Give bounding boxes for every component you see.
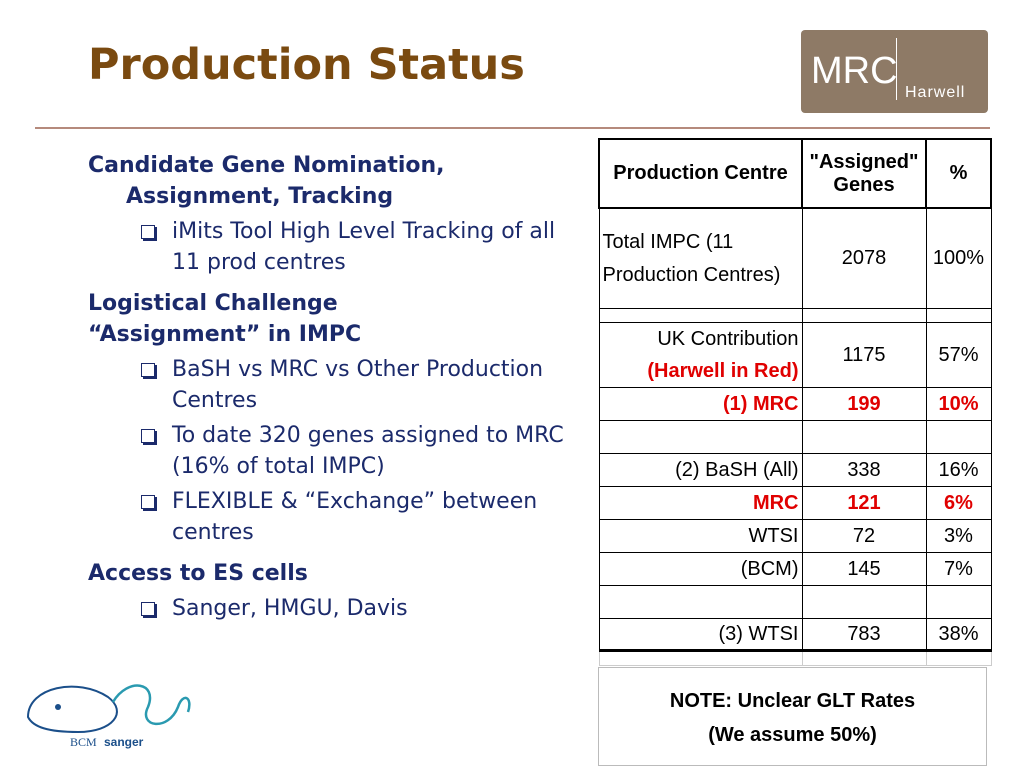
cell: 16%: [925, 453, 992, 487]
cell: 338: [801, 453, 927, 487]
cell: (2) BaSH (All): [598, 453, 803, 487]
cell: MRC: [598, 486, 803, 520]
cell-note: (Harwell in Red): [647, 360, 799, 382]
spacer-row: [598, 420, 992, 454]
cell: (1) MRC: [598, 387, 803, 421]
cell: 3%: [925, 519, 992, 553]
cell: (BCM): [598, 552, 803, 586]
cell: 145: [801, 552, 927, 586]
section: Logistical Challenge: [88, 288, 568, 319]
logo-mark: MRC: [811, 50, 898, 92]
partner: sanger: [104, 735, 144, 749]
slide-title: Production Status: [88, 40, 525, 90]
logo-bar: [896, 38, 897, 100]
row: MRC 121 6%: [598, 486, 992, 520]
note-line: NOTE: Unclear GLT Rates: [669, 690, 916, 712]
row: Total IMPC (11 Production Centres) 2078 …: [598, 207, 992, 309]
section-heading: Candidate Gene Nomination, Assignment, T…: [88, 153, 445, 209]
section: Access to ES cells Sanger, HMGU, Davis: [88, 558, 568, 624]
bullet: iMits Tool High Level Tracking of all 11…: [138, 216, 568, 278]
section-heading: Logistical Challenge: [88, 291, 338, 316]
cell: 57%: [925, 322, 992, 388]
cell: 121: [801, 486, 927, 520]
row: (1) MRC 199 10%: [598, 387, 992, 421]
bullet-list: Candidate Gene Nomination, Assignment, T…: [88, 150, 568, 634]
logo-site: Harwell: [905, 84, 966, 101]
cell: 199: [801, 387, 927, 421]
cell: 6%: [925, 486, 992, 520]
header-cell: "Assigned" Genes: [801, 138, 927, 209]
section: Candidate Gene Nomination, Assignment, T…: [88, 150, 568, 278]
note-box: NOTE: Unclear GLT Rates (We assume 50%): [598, 667, 987, 766]
cell: UK Contribution (Harwell in Red): [598, 322, 803, 388]
cell: 783: [801, 618, 927, 651]
cell: 72: [801, 519, 927, 553]
production-table: Production Centre "Assigned" Genes % Tot…: [598, 138, 992, 666]
cell: 7%: [925, 552, 992, 586]
section: “Assignment” in IMPC BaSH vs MRC vs Other…: [88, 319, 568, 548]
cell: 10%: [925, 387, 992, 421]
cell: 100%: [925, 207, 992, 309]
header-row: Production Centre "Assigned" Genes %: [598, 138, 992, 209]
header-cell: %: [925, 138, 992, 209]
row: WTSI 72 3%: [598, 519, 992, 553]
row: (BCM) 145 7%: [598, 552, 992, 586]
cell: Total IMPC (11 Production Centres): [598, 207, 803, 309]
cell: WTSI: [598, 519, 803, 553]
cell: 38%: [925, 618, 992, 651]
cell-text: UK Contribution: [657, 328, 799, 350]
row: (3) WTSI 783 38%: [598, 618, 992, 651]
bullet: BaSH vs MRC vs Other Production Centres: [138, 354, 568, 416]
cell: 2078: [801, 207, 927, 309]
spacer-row: [598, 650, 992, 666]
spacer-row: [598, 308, 992, 323]
spacer-row: [598, 585, 992, 619]
bullet: FLEXIBLE & “Exchange” between centres: [138, 486, 568, 548]
cell: (3) WTSI: [598, 618, 803, 651]
divider: [35, 127, 990, 129]
row: UK Contribution (Harwell in Red) 1175 57%: [598, 322, 992, 388]
partner: BCM: [70, 735, 97, 749]
mrc-logo: MRC Harwell: [801, 30, 988, 113]
section-heading: Access to ES cells: [88, 561, 308, 586]
cell: 1175: [801, 322, 927, 388]
bullet: To date 320 genes assigned to MRC (16% o…: [138, 420, 568, 482]
section-heading: “Assignment” in IMPC: [88, 322, 362, 347]
header-cell: Production Centre: [598, 138, 803, 209]
bullet: Sanger, HMGU, Davis: [138, 593, 568, 624]
note-line: (We assume 50%): [708, 724, 877, 746]
bash-logo: BCM sanger: [26, 684, 191, 749]
row: (2) BaSH (All) 338 16%: [598, 453, 992, 487]
